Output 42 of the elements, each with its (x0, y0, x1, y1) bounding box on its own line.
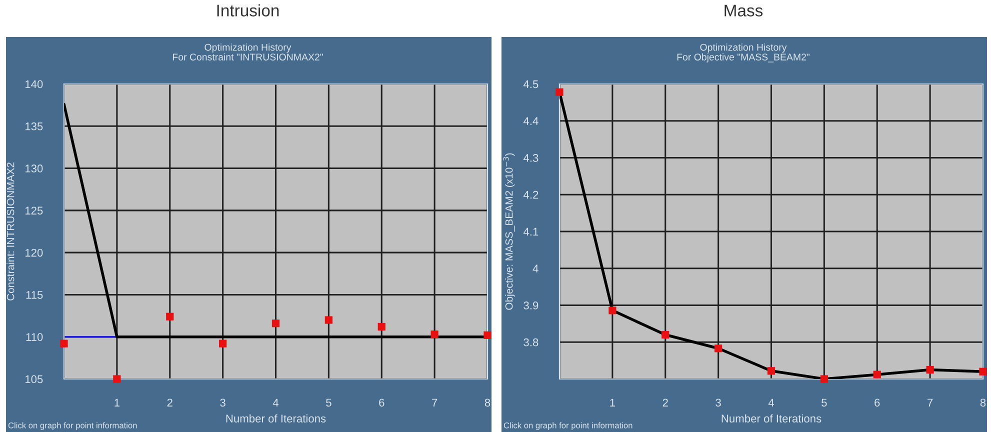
y-tick-label: 3.8 (524, 338, 538, 346)
y-axis-title: Constraint: INTRUSIONMAX2 (6, 162, 14, 300)
x-tick-label: 6 (379, 398, 384, 407)
y-tick-label: 140 (25, 80, 43, 88)
y-tick-label: 4 (532, 264, 538, 272)
chart-subtitle: Optimization History For Objective "MASS_BEAM2" (677, 44, 810, 62)
y-tick-label: 4.2 (523, 190, 538, 199)
x-tick-label: 6 (874, 398, 880, 407)
text: Click on graph for point information (504, 422, 632, 430)
y-tick-label: 4.5 (523, 80, 538, 88)
y-tick-label: 110 (26, 333, 43, 341)
y-tick-label: 130 (25, 164, 43, 172)
y-tick-label: 3.9 (524, 302, 538, 310)
y-tick-label: 115 (26, 291, 43, 299)
x-axis-title: Number of Iterations (722, 414, 822, 423)
x-tick-label: 3 (716, 398, 721, 407)
y-tick-label: 135 (25, 122, 43, 130)
x-tick-label: 1 (610, 398, 615, 406)
x-tick-label: 8 (980, 398, 986, 407)
chart-subtitle: Optimization History For Constraint "INTRUSIONMAX2" (172, 44, 323, 60)
y-tick-label: 4.1 (523, 228, 538, 236)
x-tick-label: 8 (484, 398, 490, 407)
chart-title: Intrusion (217, 4, 279, 16)
x-axis-title: Number of Iterations (226, 414, 326, 423)
x-tick-label: 4 (768, 398, 774, 406)
x-tick-label: 4 (272, 398, 279, 406)
x-tick-label: 5 (822, 398, 827, 407)
chart-title: Mass (724, 4, 763, 16)
y-tick-label: 125 (25, 206, 43, 215)
y-axis-title: Objective: MASS_BEAM2 (x10$^{−3}$) (503, 153, 515, 310)
text: Click on graph for point information (8, 422, 137, 430)
x-tick-label: 5 (326, 398, 332, 407)
x-tick-label: 7 (928, 398, 933, 406)
y-tick-label: 4.4 (523, 117, 538, 125)
x-tick-label: 2 (167, 398, 172, 406)
x-tick-label: 3 (220, 398, 226, 407)
y-tick-label: 4.3 (523, 154, 538, 162)
y-tick-label: 105 (25, 375, 43, 384)
x-tick-label: 2 (662, 398, 668, 406)
y-tick-label: 120 (25, 248, 43, 257)
x-tick-label: 1 (114, 398, 120, 406)
x-tick-label: 7 (432, 398, 438, 406)
